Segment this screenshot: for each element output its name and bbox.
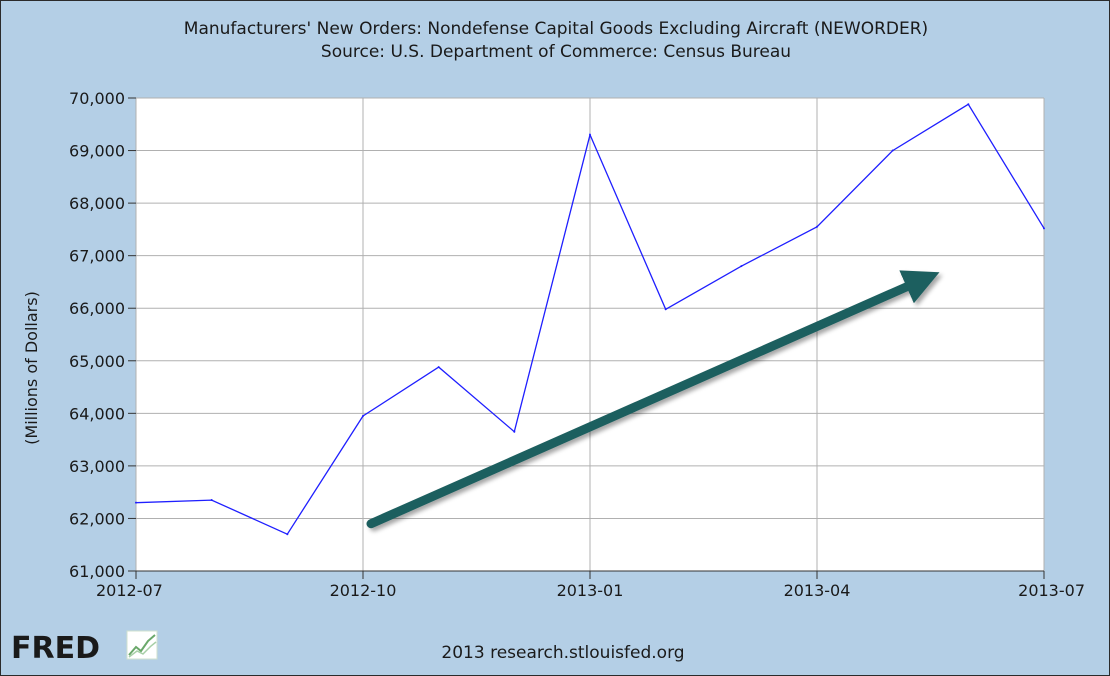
fred-logo-text: FRED (11, 631, 100, 666)
y-tick-label: 67,000 (69, 247, 125, 266)
y-tick-label: 62,000 (69, 509, 125, 528)
x-tick-label: 2013-07 (1018, 581, 1085, 600)
series-points (135, 103, 1045, 536)
x-axis-ticks: 2012-07 2012-10 2013-01 2013-04 2013-07 (96, 570, 1085, 600)
y-tick-label: 66,000 (69, 299, 125, 318)
data-point (362, 414, 364, 417)
data-point (286, 533, 289, 536)
data-point (589, 133, 591, 136)
y-tick-label: 70,000 (69, 89, 125, 108)
footer-credit: 2013 research.stlouisfed.org (441, 643, 684, 663)
data-point (740, 265, 743, 268)
y-tick-label: 69,000 (69, 142, 125, 161)
trend-arrow (366, 270, 940, 529)
data-point (664, 308, 667, 311)
chart-title: Manufacturers' New Orders: Nondefense Ca… (184, 19, 928, 39)
data-point (891, 149, 894, 152)
grid-lines (135, 97, 1045, 572)
y-tick-label: 63,000 (69, 457, 125, 476)
data-point (816, 225, 818, 228)
data-point (135, 501, 137, 504)
data-point (967, 103, 970, 106)
x-tick-label: 2012-10 (330, 581, 397, 600)
data-point (1043, 227, 1045, 230)
y-tick-label: 68,000 (69, 194, 125, 213)
data-point (210, 499, 213, 502)
y-tick-label: 64,000 (69, 404, 125, 423)
x-tick-label: 2013-01 (557, 581, 624, 600)
y-axis-ticks: 61,000 62,000 63,000 64,000 65,000 66,000 67,0… (69, 89, 136, 581)
x-tick-label: 2012-07 (96, 581, 163, 600)
y-tick-label: 61,000 (69, 562, 125, 581)
fred-logo: FRED (11, 630, 158, 666)
chart-subtitle: Source: U.S. Department of Commerce: Cen… (321, 42, 791, 62)
x-tick-label: 2013-04 (784, 581, 851, 600)
chart-icon (126, 630, 158, 660)
data-point (513, 430, 516, 433)
y-tick-label: 65,000 (69, 352, 125, 371)
data-point (437, 366, 440, 369)
y-axis-label: (Millions of Dollars) (22, 291, 41, 445)
